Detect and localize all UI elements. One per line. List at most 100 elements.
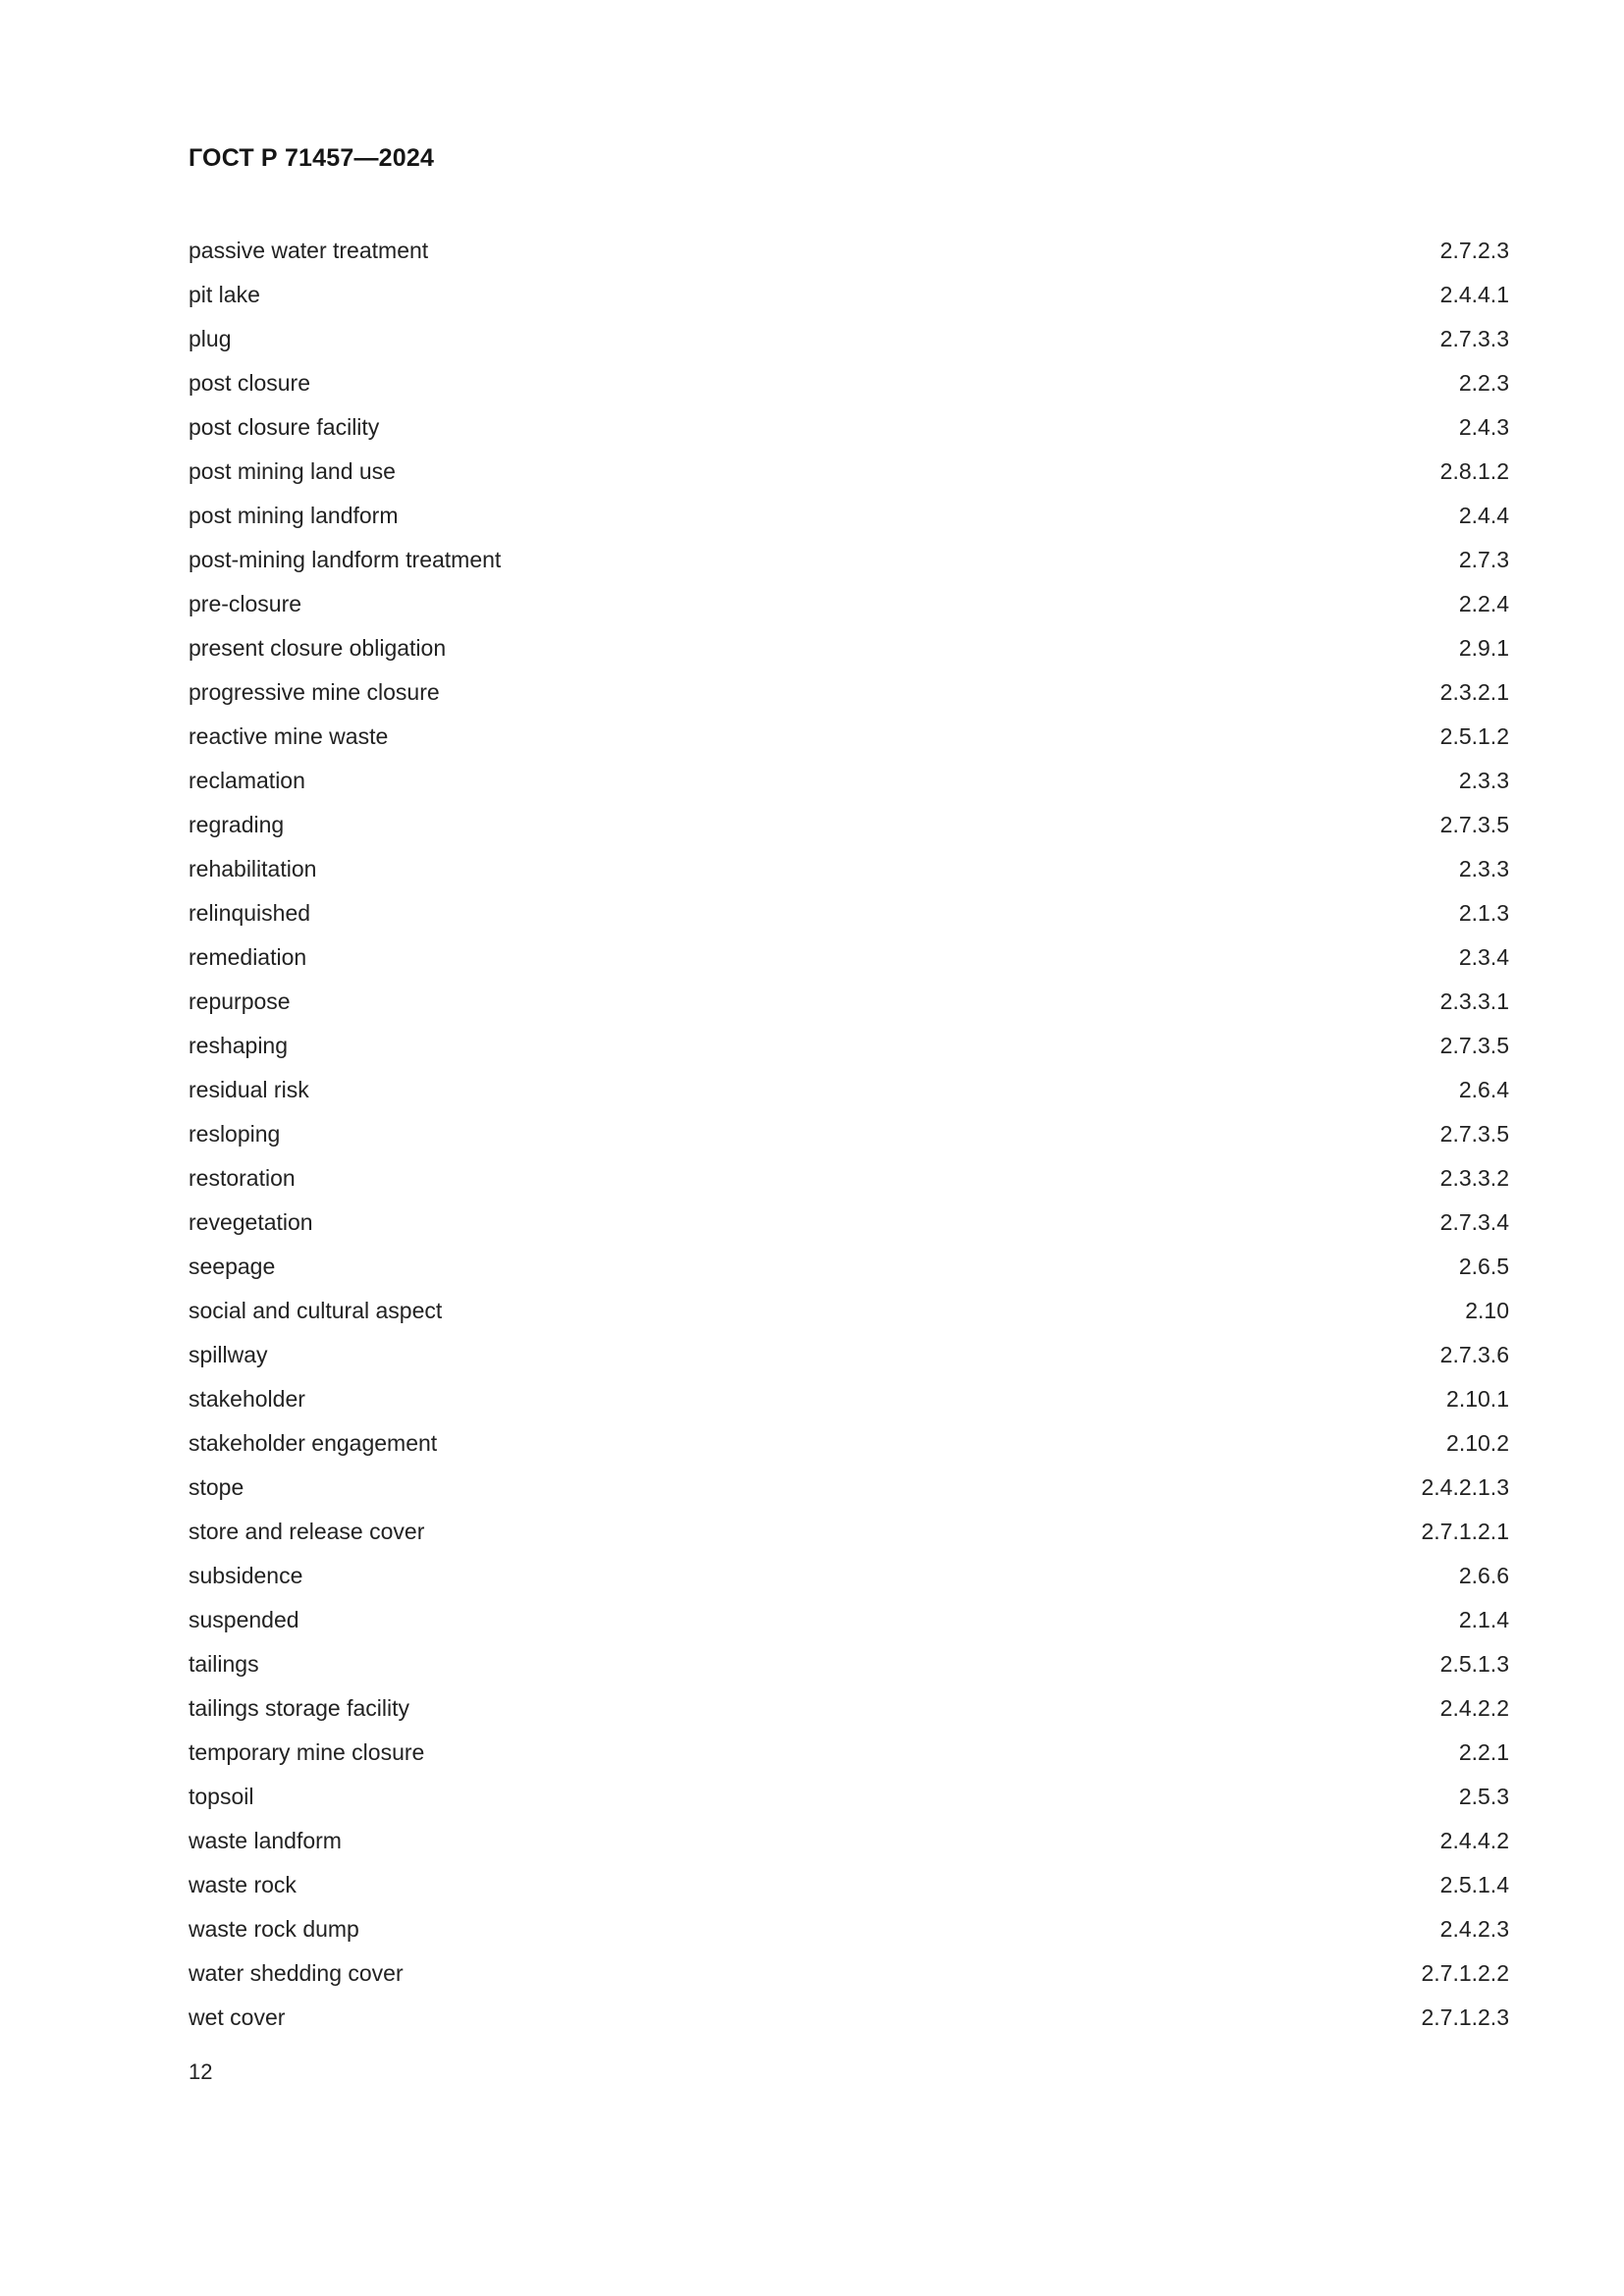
index-entry-row: spillway 2.7.3.6 <box>189 1333 1509 1377</box>
index-term: waste landform <box>189 1828 342 1853</box>
index-entry-row: stakeholder engagement 2.10.2 <box>189 1421 1509 1466</box>
index-reference-number: 2.4.2.1.3 <box>1421 1474 1509 1500</box>
index-reference-number: 2.7.3.3 <box>1439 326 1509 351</box>
index-entry-row: post mining land use 2.8.1.2 <box>189 450 1509 494</box>
index-term: residual risk <box>189 1077 309 1102</box>
index-term: rehabilitation <box>189 856 317 881</box>
index-entry-row: seepage 2.6.5 <box>189 1245 1509 1289</box>
index-reference-number: 2.10.1 <box>1446 1386 1509 1412</box>
index-term: reshaping <box>189 1033 289 1058</box>
index-term: relinquished <box>189 900 311 926</box>
index-reference-number: 2.7.3.5 <box>1439 1033 1509 1058</box>
index-reference-number: 2.2.4 <box>1458 591 1509 616</box>
index-entry-row: remediation 2.3.4 <box>189 935 1509 980</box>
index-reference-number: 2.7.3.4 <box>1439 1209 1509 1235</box>
index-entry-row: restoration 2.3.3.2 <box>189 1156 1509 1201</box>
index-term: suspended <box>189 1607 299 1632</box>
index-entry-row: reactive mine waste 2.5.1.2 <box>189 715 1509 759</box>
index-term: passive water treatment <box>189 238 429 263</box>
index-term: remediation <box>189 944 307 970</box>
index-entry-row: tailings storage facility 2.4.2.2 <box>189 1686 1509 1731</box>
index-entry-row: stakeholder 2.10.1 <box>189 1377 1509 1421</box>
index-reference-number: 2.4.4 <box>1458 503 1509 528</box>
index-entry-row: post closure facility 2.4.3 <box>189 405 1509 450</box>
index-reference-number: 2.3.3 <box>1458 856 1509 881</box>
index-entry-row: social and cultural aspect 2.10 <box>189 1289 1509 1333</box>
index-term: seepage <box>189 1254 276 1279</box>
index-reference-number: 2.4.2.2 <box>1439 1695 1509 1721</box>
index-term: spillway <box>189 1342 268 1367</box>
index-entry-row: plug 2.7.3.3 <box>189 317 1509 361</box>
index-term: stope <box>189 1474 244 1500</box>
index-reference-number: 2.5.1.3 <box>1439 1651 1509 1677</box>
index-reference-number: 2.1.3 <box>1458 900 1509 926</box>
index-entry-row: present closure obligation 2.9.1 <box>189 626 1509 670</box>
index-term: waste rock dump <box>189 1916 359 1942</box>
index-reference-number: 2.3.4 <box>1458 944 1509 970</box>
index-term: tailings <box>189 1651 259 1677</box>
index-term: waste rock <box>189 1872 297 1897</box>
index-reference-number: 2.4.4.2 <box>1439 1828 1509 1853</box>
index-entry-row: resloping 2.7.3.5 <box>189 1112 1509 1156</box>
index-term: wet cover <box>189 2004 286 2030</box>
index-reference-number: 2.3.3.2 <box>1439 1165 1509 1191</box>
document-header-standard-number: ГОСТ Р 71457—2024 <box>189 144 435 172</box>
index-reference-number: 2.3.3.1 <box>1439 988 1509 1014</box>
index-entry-row: residual risk 2.6.4 <box>189 1068 1509 1112</box>
index-term: revegetation <box>189 1209 313 1235</box>
index-reference-number: 2.7.3.5 <box>1439 812 1509 837</box>
index-reference-number: 2.5.3 <box>1458 1784 1509 1809</box>
index-reference-number: 2.2.1 <box>1458 1739 1509 1765</box>
index-entry-row: pre-closure 2.2.4 <box>189 582 1509 626</box>
index-entry-row: regrading 2.7.3.5 <box>189 803 1509 847</box>
index-term: topsoil <box>189 1784 254 1809</box>
index-entry-row: reclamation 2.3.3 <box>189 759 1509 803</box>
index-term: resloping <box>189 1121 281 1147</box>
index-term: subsidence <box>189 1563 303 1588</box>
index-reference-number: 2.1.4 <box>1458 1607 1509 1632</box>
index-term: water shedding cover <box>189 1960 404 1986</box>
index-reference-number: 2.7.3.5 <box>1439 1121 1509 1147</box>
index-reference-number: 2.6.6 <box>1458 1563 1509 1588</box>
index-entry-row: stope 2.4.2.1.3 <box>189 1466 1509 1510</box>
index-entry-row: repurpose 2.3.3.1 <box>189 980 1509 1024</box>
index-reference-number: 2.9.1 <box>1458 635 1509 661</box>
index-term: repurpose <box>189 988 291 1014</box>
index-reference-number: 2.7.3.6 <box>1439 1342 1509 1367</box>
index-term: progressive mine closure <box>189 679 440 705</box>
index-entry-row: rehabilitation 2.3.3 <box>189 847 1509 891</box>
index-reference-number: 2.2.3 <box>1458 370 1509 396</box>
index-term: tailings storage facility <box>189 1695 409 1721</box>
index-reference-number: 2.7.1.2.3 <box>1421 2004 1509 2030</box>
index-term: pit lake <box>189 282 260 307</box>
index-entry-row: store and release cover 2.7.1.2.1 <box>189 1510 1509 1554</box>
index-entry-row: pit lake 2.4.4.1 <box>189 273 1509 317</box>
index-term: post mining landform <box>189 503 399 528</box>
index-reference-number: 2.10.2 <box>1446 1430 1509 1456</box>
index-reference-number: 2.7.1.2.2 <box>1421 1960 1509 1986</box>
index-entry-row: topsoil 2.5.3 <box>189 1775 1509 1819</box>
index-term: present closure obligation <box>189 635 447 661</box>
index-reference-number: 2.5.1.4 <box>1439 1872 1509 1897</box>
index-reference-number: 2.4.2.3 <box>1439 1916 1509 1942</box>
index-reference-number: 2.7.2.3 <box>1439 238 1509 263</box>
index-entry-row: tailings 2.5.1.3 <box>189 1642 1509 1686</box>
index-term: reactive mine waste <box>189 723 389 749</box>
index-entry-row: temporary mine closure 2.2.1 <box>189 1731 1509 1775</box>
index-term: stakeholder engagement <box>189 1430 438 1456</box>
index-term: regrading <box>189 812 285 837</box>
index-term: post closure <box>189 370 311 396</box>
index-entry-row: progressive mine closure 2.3.2.1 <box>189 670 1509 715</box>
index-entry-row: reshaping 2.7.3.5 <box>189 1024 1509 1068</box>
index-entry-row: suspended 2.1.4 <box>189 1598 1509 1642</box>
index-entry-row: wet cover 2.7.1.2.3 <box>189 1996 1509 2040</box>
index-reference-number: 2.8.1.2 <box>1439 458 1509 484</box>
index-reference-number: 2.3.2.1 <box>1439 679 1509 705</box>
index-reference-number: 2.4.4.1 <box>1439 282 1509 307</box>
index-reference-number: 2.7.3 <box>1458 547 1509 572</box>
index-term: post closure facility <box>189 414 380 440</box>
index-term: post mining land use <box>189 458 396 484</box>
index-term: stakeholder <box>189 1386 305 1412</box>
index-entry-row: revegetation 2.7.3.4 <box>189 1201 1509 1245</box>
